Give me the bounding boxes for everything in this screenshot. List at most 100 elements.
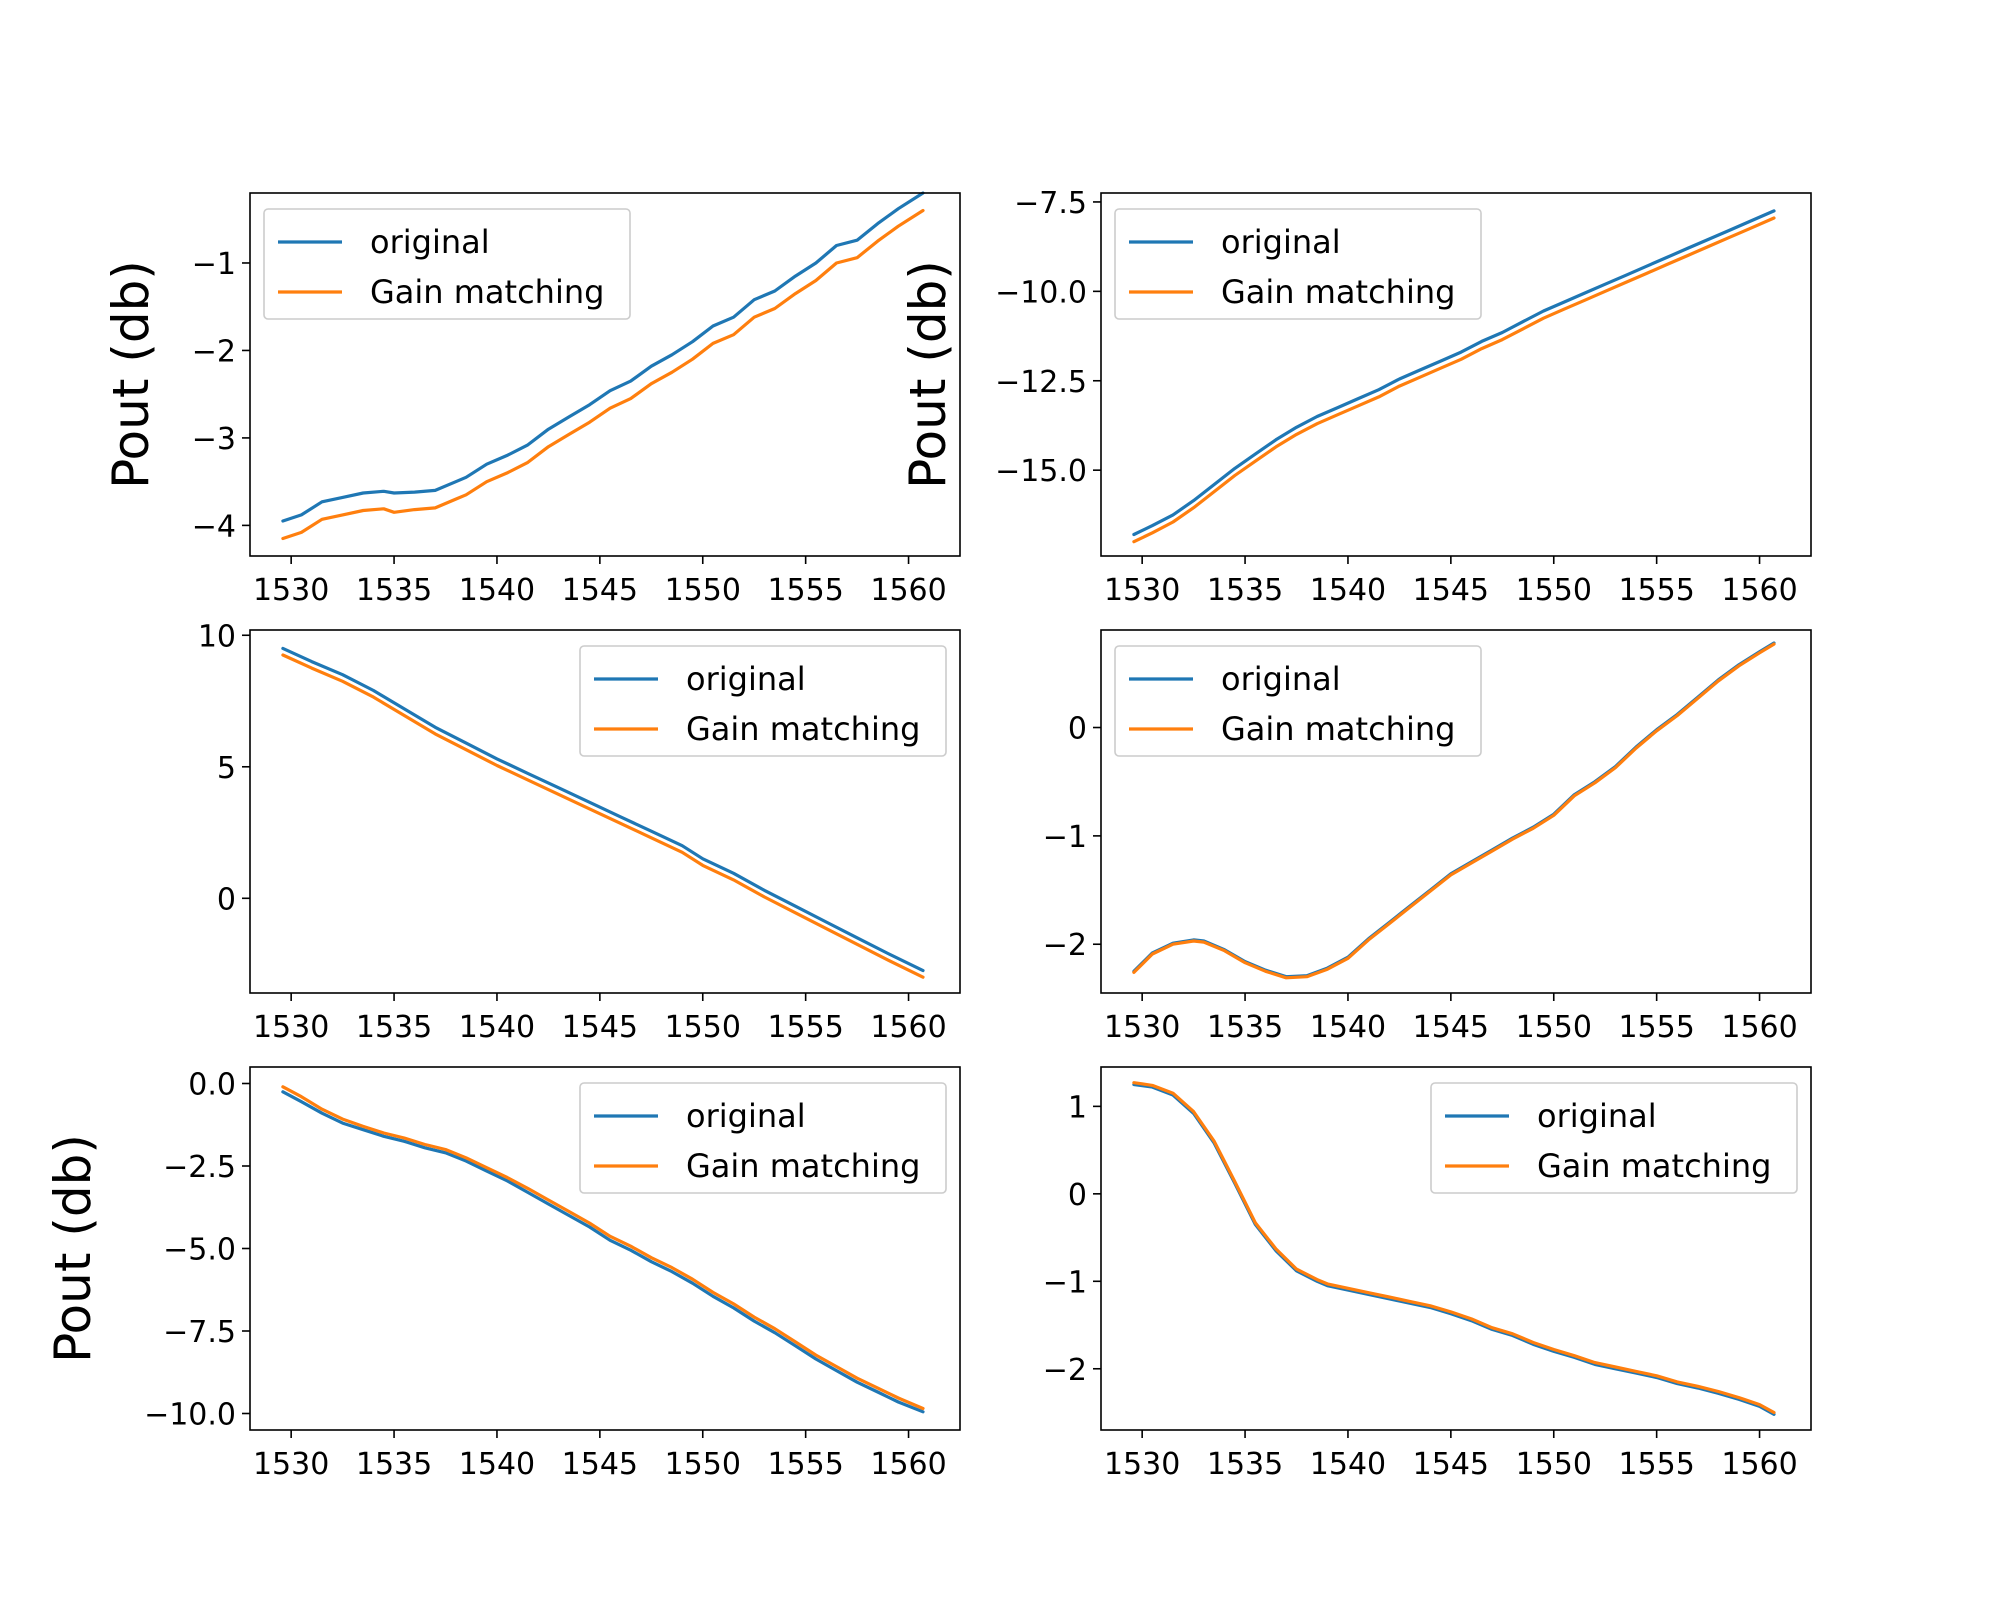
x-tick-label: 1535 — [356, 1447, 432, 1482]
x-tick-label: 1530 — [253, 1447, 329, 1482]
y-tick-label: 0 — [1068, 1178, 1087, 1213]
axes-frame — [249, 629, 961, 994]
subplot-row2-right: 1530 1535 1540 1545 1550 1555 1560 −2 −1 0 origina… — [1043, 629, 1812, 1045]
legend-box — [1114, 645, 1482, 757]
x-tick-label: 1530 — [1104, 573, 1180, 608]
legend: original Gain matching — [579, 1082, 947, 1194]
x-tick-label: 1545 — [562, 573, 638, 608]
x-tick-label: 1555 — [767, 573, 843, 608]
x-tick-label: 1530 — [1104, 1447, 1180, 1482]
legend-box — [263, 208, 631, 320]
series-line-gain-matching — [1132, 216, 1776, 544]
y-tick-label: −7.5 — [163, 1315, 236, 1350]
series-line-gain-matching — [281, 1085, 925, 1411]
x-tick-label: 1545 — [1413, 1447, 1489, 1482]
subplot-row1-left: 1530 1535 1540 1545 1550 1555 1560 −4 −3 −2 −1 Pout… — [102, 191, 961, 608]
series-line-original — [281, 1090, 925, 1414]
legend-label: Gain matching — [686, 710, 920, 748]
legend: original Gain matching — [1114, 208, 1482, 320]
x-tick-label: 1535 — [356, 573, 432, 608]
x-tick-label: 1530 — [253, 573, 329, 608]
x-tick-label: 1545 — [562, 1010, 638, 1045]
x-tick-label: 1550 — [1516, 1010, 1592, 1045]
series-line-gain-matching — [281, 208, 925, 541]
x-tick-label: 1555 — [1618, 1010, 1694, 1045]
legend-label: original — [1221, 660, 1341, 698]
axes-frame — [1100, 192, 1812, 557]
legend-box — [579, 1082, 947, 1194]
series-line-gain-matching — [1132, 1081, 1776, 1415]
legend-label: original — [686, 1097, 806, 1135]
x-tick-label: 1530 — [253, 1010, 329, 1045]
legend-label: Gain matching — [686, 1147, 920, 1185]
x-tick-label: 1535 — [356, 1010, 432, 1045]
x-tick-label: 1535 — [1207, 1010, 1283, 1045]
legend-label: Gain matching — [1221, 273, 1455, 311]
y-tick-label: 0 — [1068, 712, 1087, 747]
axes-frame — [1100, 1066, 1812, 1431]
series-line-gain-matching — [281, 653, 925, 979]
x-tick-label: 1555 — [1618, 573, 1694, 608]
x-tick-label: 1560 — [870, 1010, 946, 1045]
legend: original Gain matching — [579, 645, 947, 757]
y-tick-label: −15.0 — [995, 454, 1087, 489]
y-tick-label: −12.5 — [995, 365, 1087, 400]
legend-box — [579, 645, 947, 757]
x-tick-label: 1550 — [665, 1010, 741, 1045]
x-tick-label: 1550 — [1516, 573, 1592, 608]
y-tick-label: 0 — [217, 882, 236, 917]
x-tick-label: 1560 — [1721, 573, 1797, 608]
x-tick-label: 1550 — [665, 1447, 741, 1482]
series-line-gain-matching — [1132, 642, 1776, 980]
series-line-original — [281, 646, 925, 973]
x-tick-label: 1540 — [1310, 1010, 1386, 1045]
axes-frame — [1100, 629, 1812, 994]
legend-label: original — [686, 660, 806, 698]
legend: original Gain matching — [1114, 645, 1482, 757]
x-tick-label: 1530 — [1104, 1010, 1180, 1045]
x-tick-label: 1540 — [459, 573, 535, 608]
legend-box — [1430, 1082, 1798, 1194]
x-tick-label: 1555 — [1618, 1447, 1694, 1482]
y-tick-label: −2 — [1043, 1353, 1087, 1388]
x-tick-label: 1540 — [459, 1010, 535, 1045]
x-tick-label: 1535 — [1207, 573, 1283, 608]
y-axis-label: Pout (db) — [44, 1134, 102, 1363]
x-tick-label: 1555 — [767, 1010, 843, 1045]
y-tick-label: 5 — [217, 751, 236, 786]
legend-label: Gain matching — [370, 273, 604, 311]
x-tick-label: 1540 — [1310, 573, 1386, 608]
y-tick-label: 10 — [198, 619, 236, 654]
y-tick-label: −7.5 — [1014, 186, 1087, 221]
y-tick-label: −3 — [192, 422, 236, 457]
x-tick-label: 1545 — [562, 1447, 638, 1482]
x-tick-label: 1555 — [767, 1447, 843, 1482]
x-tick-label: 1535 — [1207, 1447, 1283, 1482]
legend-label: original — [1221, 223, 1341, 261]
subplot-row1-right: 1530 1535 1540 1545 1550 1555 1560 −15.0 −12.5 −1… — [899, 186, 1812, 608]
y-tick-label: −5.0 — [163, 1233, 236, 1268]
y-tick-label: 0.0 — [188, 1068, 236, 1103]
x-tick-label: 1560 — [1721, 1447, 1797, 1482]
series-line-original — [1132, 209, 1776, 537]
x-tick-label: 1540 — [459, 1447, 535, 1482]
axes-frame — [249, 192, 961, 557]
x-tick-label: 1550 — [665, 573, 741, 608]
x-tick-label: 1560 — [870, 573, 946, 608]
subplot-row3-left: 1530 1535 1540 1545 1550 1555 1560 −10.0 −7.5 −5.… — [44, 1066, 961, 1482]
y-tick-label: −2 — [192, 334, 236, 369]
series-line-original — [281, 191, 925, 523]
legend-box — [1114, 208, 1482, 320]
y-tick-label: −4 — [192, 509, 236, 544]
y-tick-label: 1 — [1068, 1090, 1087, 1125]
legend-label: Gain matching — [1221, 710, 1455, 748]
x-tick-label: 1550 — [1516, 1447, 1592, 1482]
y-tick-label: −1 — [1043, 820, 1087, 855]
x-tick-label: 1560 — [870, 1447, 946, 1482]
legend-label: original — [1537, 1097, 1657, 1135]
x-tick-label: 1545 — [1413, 573, 1489, 608]
x-tick-label: 1540 — [1310, 1447, 1386, 1482]
y-tick-label: −10.0 — [995, 275, 1087, 310]
y-tick-label: −2 — [1043, 928, 1087, 963]
